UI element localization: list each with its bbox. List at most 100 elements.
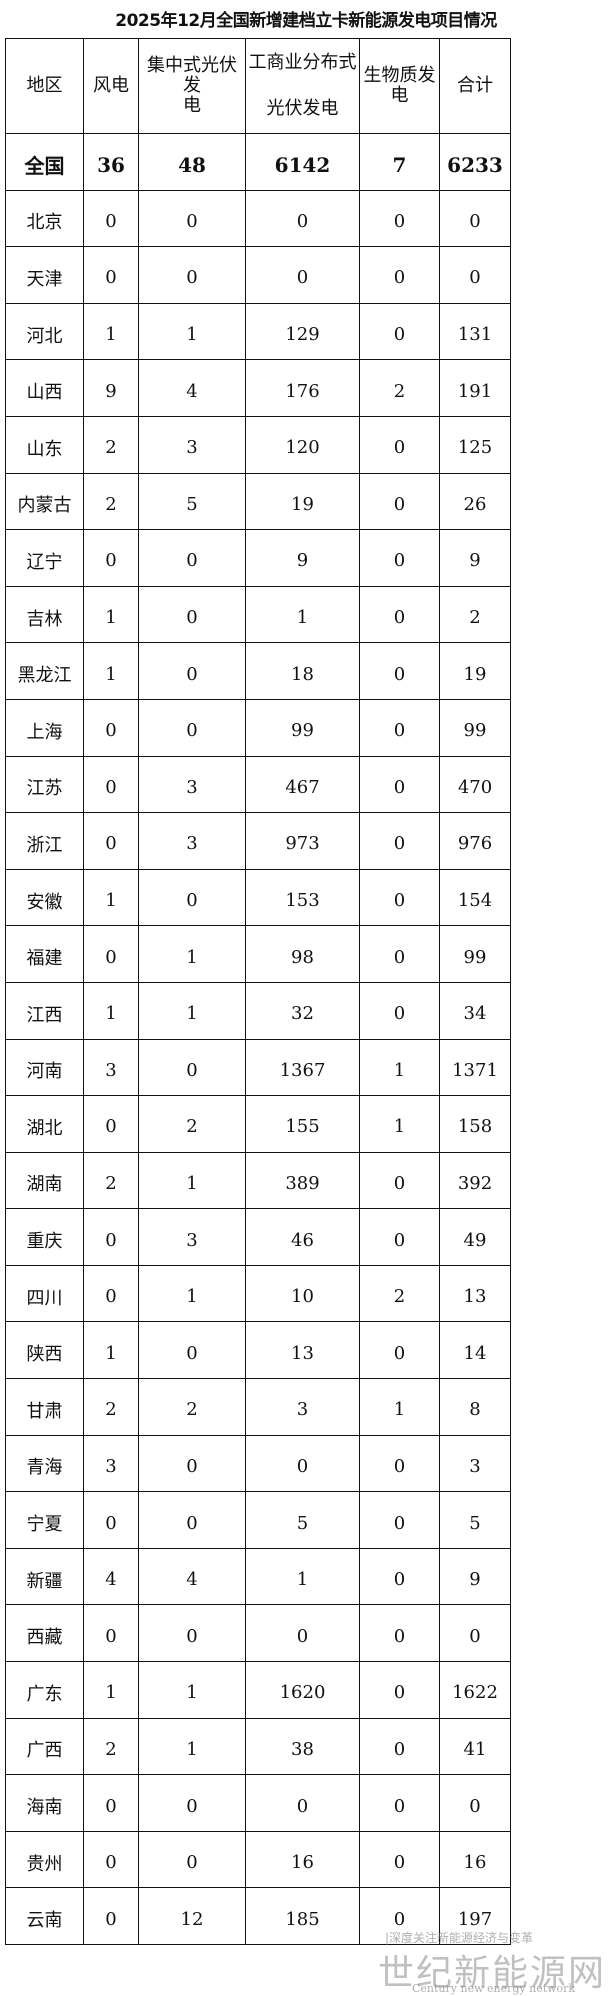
cell-centralized-pv: 3 [138, 755, 246, 814]
cell-region: 河南 [5, 1038, 84, 1097]
cell-total: 2 [439, 585, 511, 644]
cell-region: 黑龙江 [5, 642, 84, 700]
cell-distributed-pv: 1367 [245, 1038, 360, 1097]
cell-wind: 2 [83, 1151, 139, 1210]
header-total: 合计 [439, 38, 511, 134]
cell-wind: 36 [83, 133, 139, 191]
cell-wind: 1 [83, 868, 139, 927]
cell-biomass: 0 [359, 189, 440, 248]
cell-distributed-pv: 0 [245, 1774, 360, 1832]
cell-wind: 0 [83, 1887, 139, 1945]
cell-biomass: 2 [359, 1264, 440, 1323]
cell-wind: 1 [83, 981, 139, 1040]
cell-wind: 0 [83, 812, 139, 870]
table-row: 上海 0 0 99 0 99 [5, 698, 511, 757]
table-title: 2025年12月全国新增建档立卡新能源发电项目情况 [115, 11, 497, 31]
cell-region: 新疆 [5, 1547, 84, 1606]
table-row: 山西 9 4 176 2 191 [5, 359, 511, 417]
cell-biomass: 1 [359, 1038, 440, 1097]
table-row: 新疆 4 4 1 0 9 [5, 1547, 511, 1606]
cell-wind: 0 [83, 1774, 139, 1832]
cell-total: 125 [439, 415, 511, 474]
cell-region: 山东 [5, 415, 84, 474]
cell-centralized-pv: 0 [138, 189, 246, 248]
cell-wind: 0 [83, 1095, 139, 1153]
cell-wind: 2 [83, 1717, 139, 1776]
cell-centralized-pv: 0 [138, 1321, 246, 1380]
cell-biomass: 0 [359, 302, 440, 361]
cell-region: 江西 [5, 981, 84, 1040]
table-row: 云南 0 12 185 0 197 [5, 1887, 511, 1945]
cell-biomass: 0 [359, 981, 440, 1040]
cell-distributed-pv: 153 [245, 868, 360, 927]
cell-total: 6233 [439, 133, 511, 191]
cell-wind: 3 [83, 1038, 139, 1097]
cell-biomass: 0 [359, 925, 440, 983]
cell-total: 154 [439, 868, 511, 927]
cell-biomass: 2 [359, 359, 440, 417]
table-row: 甘肃 2 2 3 1 8 [5, 1378, 511, 1436]
cell-total: 158 [439, 1095, 511, 1153]
header-distributed-pv: 工商业分布式 光伏发电 [245, 38, 360, 134]
header-region: 地区 [5, 38, 84, 134]
cell-region: 西藏 [5, 1604, 84, 1663]
cell-region: 陕西 [5, 1321, 84, 1380]
cell-biomass: 0 [359, 1661, 440, 1719]
cell-biomass: 0 [359, 1830, 440, 1889]
table-row: 江西 1 1 32 0 34 [5, 981, 511, 1040]
cell-centralized-pv: 3 [138, 812, 246, 870]
cell-region: 辽宁 [5, 529, 84, 587]
table-row: 海南 0 0 0 0 0 [5, 1774, 511, 1832]
cell-centralized-pv: 0 [138, 868, 246, 927]
cell-total: 470 [439, 755, 511, 814]
cell-total: 99 [439, 925, 511, 983]
cell-centralized-pv: 1 [138, 981, 246, 1040]
cell-wind: 2 [83, 472, 139, 531]
cell-distributed-pv: 10 [245, 1264, 360, 1323]
cell-total: 976 [439, 812, 511, 870]
cell-distributed-pv: 9 [245, 529, 360, 587]
cell-biomass: 0 [359, 698, 440, 757]
cell-biomass: 0 [359, 1208, 440, 1266]
watermark-logo: 世纪新能源网 [378, 1953, 607, 1994]
cell-biomass: 0 [359, 1604, 440, 1663]
cell-total: 8 [439, 1378, 511, 1436]
cell-distributed-pv: 973 [245, 812, 360, 870]
cell-wind: 1 [83, 642, 139, 700]
cell-distributed-pv: 5 [245, 1491, 360, 1549]
cell-region: 安徽 [5, 868, 84, 927]
table-row: 河南 3 0 1367 1 1371 [5, 1038, 511, 1097]
table-row: 湖南 2 1 389 0 392 [5, 1151, 511, 1210]
cell-region: 河北 [5, 302, 84, 361]
cell-wind: 0 [83, 189, 139, 248]
cell-total: 1622 [439, 1661, 511, 1719]
cell-region: 内蒙古 [5, 472, 84, 531]
cell-wind: 0 [83, 1830, 139, 1889]
cell-region: 天津 [5, 246, 84, 304]
cell-centralized-pv: 1 [138, 302, 246, 361]
cell-distributed-pv: 389 [245, 1151, 360, 1210]
cell-distributed-pv: 120 [245, 415, 360, 474]
cell-biomass: 0 [359, 415, 440, 474]
cell-region: 青海 [5, 1434, 84, 1493]
cell-biomass: 0 [359, 1491, 440, 1549]
cell-biomass: 0 [359, 1547, 440, 1606]
cell-total: 41 [439, 1717, 511, 1776]
cell-region: 宁夏 [5, 1491, 84, 1549]
cell-region: 山西 [5, 359, 84, 417]
cell-region: 甘肃 [5, 1378, 84, 1436]
cell-region: 上海 [5, 698, 84, 757]
cell-centralized-pv: 0 [138, 698, 246, 757]
cell-wind: 0 [83, 1604, 139, 1663]
table-row: 山东 2 3 120 0 125 [5, 415, 511, 474]
cell-centralized-pv: 0 [138, 1830, 246, 1889]
cell-biomass: 0 [359, 1717, 440, 1776]
cell-wind: 4 [83, 1547, 139, 1606]
cell-wind: 0 [83, 925, 139, 983]
cell-distributed-pv: 0 [245, 1604, 360, 1663]
cell-wind: 0 [83, 246, 139, 304]
cell-total: 0 [439, 246, 511, 304]
cell-region: 湖北 [5, 1095, 84, 1153]
cell-region: 重庆 [5, 1208, 84, 1266]
cell-total: 49 [439, 1208, 511, 1266]
